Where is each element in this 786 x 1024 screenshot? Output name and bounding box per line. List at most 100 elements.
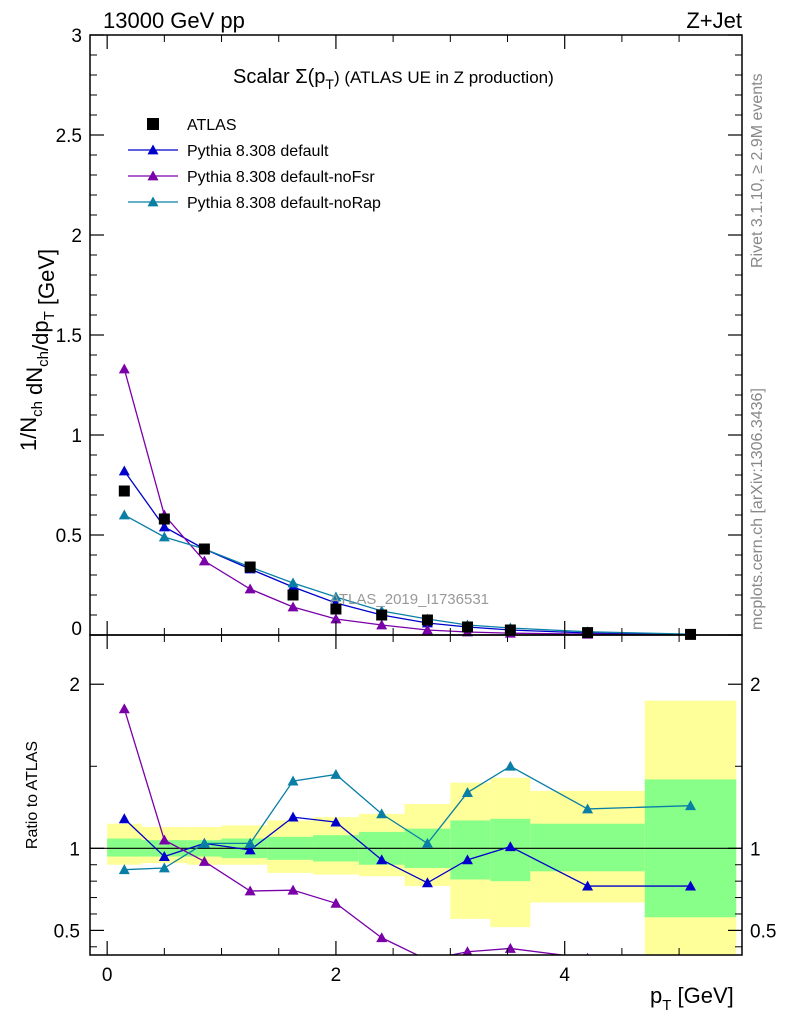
ratio-line-default (123, 816, 691, 887)
ratio-ytick-label-left-0.5: 0.5 (54, 921, 80, 942)
ratio-point-noRap-4 (287, 775, 299, 786)
ratio-point-noRap-8 (461, 787, 473, 797)
header-right: Z+Jet (686, 8, 742, 33)
ratio-point-default-0 (118, 813, 130, 824)
ylabel-part: ch (35, 351, 52, 367)
main-ylabel-text: 1/Nch dNch/dpT [GeV] (16, 249, 59, 451)
xtick-label-2: 2 (331, 965, 342, 986)
data-point-6 (376, 609, 388, 621)
ratio-point-noRap-11 (685, 800, 697, 811)
legend-label-data: ATLAS (187, 117, 237, 134)
main-line-noRap (124, 514, 691, 635)
ratio-point-default-8 (461, 854, 473, 865)
ratio-point-default-1 (158, 851, 170, 861)
ratio-point-default-6 (376, 854, 388, 865)
legend-marker-noRap (147, 196, 159, 207)
band-inner-10 (530, 823, 645, 872)
ylabel-part: ch (29, 401, 46, 417)
main-ytick-label-0: 0 (71, 619, 82, 640)
main-ytick-label-0.5: 0.5 (56, 526, 82, 547)
legend-marker-default (147, 144, 159, 155)
data-point-8 (461, 621, 473, 633)
ratio-point-noRap-3 (244, 837, 256, 848)
ratio-point-default-3 (244, 844, 256, 855)
ratio-point-noFsr-5 (330, 897, 342, 908)
ylabel-part: T (41, 311, 58, 320)
ratio-point-noFsr-0 (118, 703, 130, 714)
ylabel-part: [GeV] (34, 249, 59, 311)
x-axis-label-post: [GeV] (671, 983, 733, 1008)
data-point-10 (582, 627, 594, 639)
ratio-ytick-label-right-1: 1 (750, 839, 761, 860)
ratio-ytick-label-right-2: 2 (750, 675, 761, 696)
ratio-point-noRap-10 (582, 803, 594, 814)
data-point-9 (504, 624, 516, 636)
main-point-noRap-0 (118, 509, 130, 520)
side-text-top: Rivet 3.1.10, ≥ 2.9M events (749, 73, 766, 268)
ratio-frame (89, 634, 743, 956)
side-text-bottom: mcplots.cern.ch [arXiv:1306.3436] (749, 388, 766, 630)
ratio-point-noFsr-1 (158, 834, 170, 845)
header-left: 13000 GeV pp (103, 8, 245, 33)
main-point-noFsr-7 (421, 624, 433, 635)
main-line-noFsr (123, 368, 691, 636)
main-ytick-label-1.5: 1.5 (56, 326, 82, 347)
data-point-2 (198, 543, 210, 555)
main-line-default (123, 470, 691, 636)
main-point-noFsr-5 (330, 613, 342, 624)
plot-title: Scalar Σ(pT) (ATLAS UE in Z production) (233, 66, 554, 92)
plot-title-sub: T (325, 76, 334, 92)
ratio-ylabel: Ratio to ATLAS (24, 741, 41, 849)
band-inner-0 (107, 838, 142, 857)
main-point-default-0 (118, 465, 130, 476)
ratio-point-noFsr-7 (427, 954, 428, 955)
x-axis-label-main: p (650, 983, 662, 1008)
band-inner-8 (450, 820, 491, 880)
main-ylabel: 1/Nch dNch/dpT [GeV] (16, 249, 59, 451)
main-point-default-1 (158, 521, 170, 532)
ratio-point-default-9 (504, 841, 516, 852)
ratio-ytick-label-right-0.5: 0.5 (750, 921, 776, 942)
ratio-point-noFsr-9 (504, 942, 516, 953)
ratio-point-noRap-9 (504, 760, 516, 771)
ratio-point-default-4 (287, 811, 299, 822)
main-point-noRap-1 (158, 531, 170, 542)
ratio-point-noRap-7 (421, 837, 433, 848)
xtick-label-4: 4 (559, 965, 570, 986)
ratio-ytick-label-left-1: 1 (69, 839, 80, 860)
ratio-point-default-10 (582, 880, 594, 891)
ratio-point-noFsr-3 (244, 885, 256, 896)
main-ytick-label-1: 1 (71, 426, 82, 447)
ratio-point-default-5 (330, 816, 342, 827)
ylabel-part: /dp (28, 320, 53, 351)
main-point-noFsr-6 (376, 619, 388, 630)
ratio-point-noFsr-8 (462, 946, 473, 955)
legend-label-noFsr: Pythia 8.308 default-noFsr (187, 169, 375, 186)
ylabel-part: 1/N (16, 417, 41, 451)
plot-title-post: ) (ATLAS UE in Z production) (334, 68, 554, 87)
ratio-point-noRap-5 (330, 768, 342, 779)
ratio-uncertainty-bands (90, 700, 742, 955)
ratio-plot-series (118, 703, 697, 955)
legend-label-noRap: Pythia 8.308 default-noRap (187, 195, 381, 212)
legend-marker-data (147, 118, 159, 130)
legend: ATLAS Pythia 8.308 default Pythia 8.308 de… (128, 117, 381, 212)
ratio-point-default-11 (685, 880, 697, 891)
ratio-point-noRap-6 (376, 808, 388, 819)
main-point-noRap-5 (330, 591, 342, 602)
ratio-line-noRap (124, 765, 691, 871)
data-point-4 (287, 589, 299, 601)
ratio-point-default-7 (421, 877, 433, 888)
plot-title-pre: Scalar Σ(p (233, 66, 325, 88)
data-point-7 (421, 614, 433, 626)
ratio-ytick-label-left-2: 2 (69, 675, 80, 696)
main-point-noFsr-4 (287, 601, 299, 612)
data-point-1 (158, 513, 170, 525)
ratio-point-noFsr-4 (287, 884, 299, 895)
x-axis-label: pT [GeV] (650, 983, 734, 1014)
legend-marker-noFsr (147, 170, 159, 181)
ratio-point-noRap-0 (118, 864, 130, 875)
ratio-point-noRap-1 (158, 862, 170, 873)
data-point-3 (244, 561, 256, 573)
main-ytick-label-2.5: 2.5 (56, 126, 82, 147)
